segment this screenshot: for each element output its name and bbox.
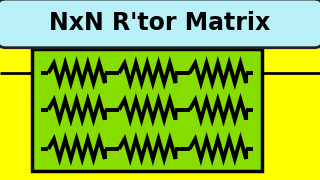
Bar xyxy=(32,49,262,171)
Text: NxN R'tor Matrix: NxN R'tor Matrix xyxy=(49,11,271,35)
FancyBboxPatch shape xyxy=(0,0,320,48)
